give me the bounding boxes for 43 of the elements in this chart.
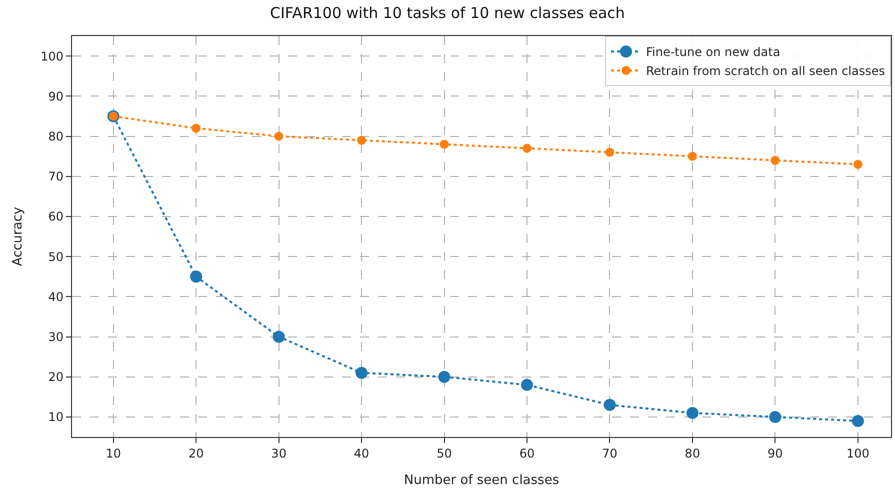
point: [357, 136, 366, 145]
point: [604, 398, 616, 411]
point: [522, 144, 532, 153]
y-tick-label: 60: [48, 210, 64, 224]
y-tick-label: 70: [48, 170, 64, 184]
legend-label: Fine-tune on new data: [646, 45, 780, 60]
point: [438, 370, 450, 383]
y-tick-label: 30: [48, 330, 64, 344]
point: [769, 410, 782, 423]
x-axis-title: Number of seen classes: [404, 473, 560, 488]
x-tick-label: 20: [188, 446, 204, 460]
x-tick-label: 30: [271, 446, 286, 460]
x-tick-label: 100: [846, 446, 870, 460]
point: [356, 366, 368, 379]
x-tick-label: 50: [436, 446, 452, 460]
x-tick-label: 40: [354, 446, 370, 460]
legend-label: Retrain from scratch on all seen classes: [646, 64, 885, 78]
x-tick-label: 10: [106, 446, 121, 460]
y-tick-label: 50: [48, 250, 64, 264]
y-tick-label: 20: [48, 370, 64, 384]
x-tick-label: 80: [684, 446, 700, 460]
point: [521, 378, 533, 391]
y-tick-label: 100: [40, 49, 64, 64]
point: [440, 140, 449, 149]
point: [688, 152, 697, 161]
point: [190, 270, 202, 283]
y-tick-label: 90: [48, 89, 64, 104]
chart-title: CIFAR100 with 10 tasks of 10 new classes each: [270, 4, 625, 22]
point: [686, 406, 698, 419]
point: [274, 132, 284, 141]
y-tick-label: 10: [48, 410, 64, 424]
x-tick-label: 90: [768, 446, 783, 460]
point: [852, 414, 864, 427]
point: [853, 160, 862, 169]
point: [770, 156, 780, 165]
y-tick-label: 40: [48, 290, 64, 304]
point: [272, 330, 285, 343]
y-axis-title: Accuracy: [10, 206, 26, 266]
y-tick-label: 80: [48, 129, 64, 144]
point: [605, 148, 614, 157]
x-tick-label: 70: [602, 446, 618, 460]
x-tick-label: 60: [519, 446, 535, 460]
point: [192, 124, 201, 133]
